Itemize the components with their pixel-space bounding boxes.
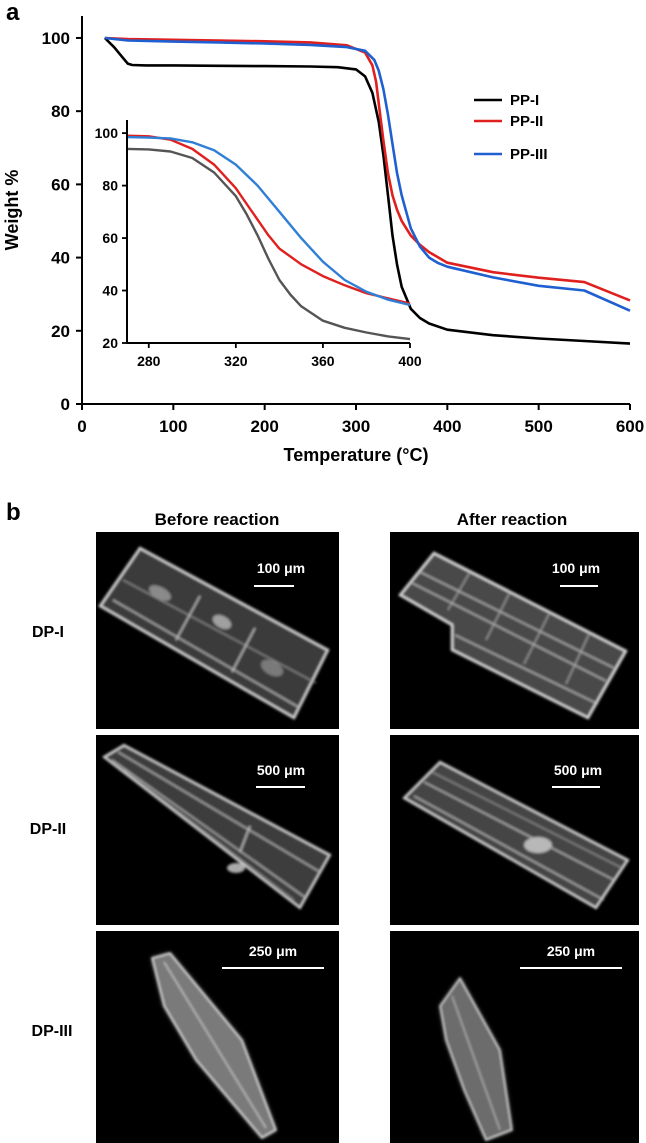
series-line-pp-i — [103, 37, 631, 345]
inset-x-tick-label: 360 — [311, 353, 335, 369]
inset-x-tick-label: 400 — [398, 353, 422, 369]
col-title-after: After reaction — [457, 510, 568, 529]
legend-label: PP-II — [510, 113, 543, 130]
x-tick-label: 600 — [616, 417, 644, 436]
micrograph-dp-i-before: 100 μm — [96, 532, 339, 729]
inset-y-tick-label: 80 — [102, 178, 118, 194]
main-axis-ticks: 0 100 200 300 400 500 600 0 20 40 60 80 100 — [42, 29, 645, 436]
micrograph-dp-i-after: 100 μm — [390, 532, 639, 729]
legend-label: PP-I — [510, 92, 539, 109]
main-tga-chart: 0 100 200 300 400 500 600 0 20 40 60 80 100 Temperat… — [2, 16, 644, 465]
row-label-dp-iii: DP-III — [32, 1023, 73, 1040]
y-tick-label: 20 — [51, 322, 70, 341]
scale-bar-label: 100 μm — [257, 560, 305, 576]
inset-y-tick-label: 100 — [95, 125, 119, 141]
inset-series-line-0 — [126, 147, 411, 341]
scale-bar-label: 500 μm — [257, 762, 305, 778]
inset-y-tick-label: 60 — [102, 230, 118, 246]
inset-x-tick-label: 280 — [137, 353, 161, 369]
scale-bar-label: 250 μm — [547, 943, 595, 959]
micrograph-dp-ii-before: 500 μm — [96, 735, 339, 925]
micrograph-dp-ii-after: 500 μm — [390, 735, 639, 925]
micrograph-dp-iii-after: 250 μm — [390, 931, 639, 1143]
x-tick-label: 200 — [250, 417, 278, 436]
x-tick-label: 400 — [433, 417, 461, 436]
series-line-pp-iii — [104, 36, 631, 312]
row-label-dp-ii: DP-II — [30, 821, 66, 838]
x-tick-label: 300 — [342, 417, 370, 436]
legend-label: PP-III — [510, 146, 548, 163]
panel-a-label: a — [6, 0, 20, 26]
col-title-before: Before reaction — [155, 510, 280, 529]
y-tick-label: 100 — [42, 29, 70, 48]
scale-bar-label: 500 μm — [554, 762, 602, 778]
inset-tga-chart: 280 320 360 400 20 40 60 80 100 — [95, 120, 422, 369]
y-tick-label: 40 — [51, 249, 70, 268]
inset-series-line-2 — [126, 135, 411, 307]
row-label-dp-i: DP-I — [32, 624, 64, 641]
x-tick-label: 500 — [524, 417, 552, 436]
inset-axis-ticks: 280 320 360 400 20 40 60 80 100 — [95, 125, 422, 369]
inset-y-tick-label: 20 — [102, 335, 118, 351]
y-tick-label: 60 — [51, 175, 70, 194]
main-series-lines — [103, 36, 631, 345]
inset-series-line-1 — [126, 134, 411, 305]
x-tick-label: 0 — [77, 417, 86, 436]
inset-x-tick-label: 320 — [224, 353, 248, 369]
x-tick-label: 100 — [159, 417, 187, 436]
x-axis-title: Temperature (°C) — [284, 445, 429, 465]
inset-series-lines — [126, 134, 411, 341]
micrograph-dp-iii-before: 250 μm — [96, 931, 339, 1143]
inset-y-tick-label: 40 — [102, 283, 118, 299]
series-line-pp-ii — [104, 36, 631, 302]
panel-b-label: b — [6, 499, 21, 526]
legend: PP-I PP-II PP-III — [474, 92, 548, 163]
scale-bar-label: 100 μm — [552, 560, 600, 576]
scale-bar-label: 250 μm — [249, 943, 297, 959]
y-axis-title: Weight % — [2, 170, 22, 251]
y-tick-label: 0 — [61, 395, 70, 414]
y-tick-label: 80 — [51, 102, 70, 121]
